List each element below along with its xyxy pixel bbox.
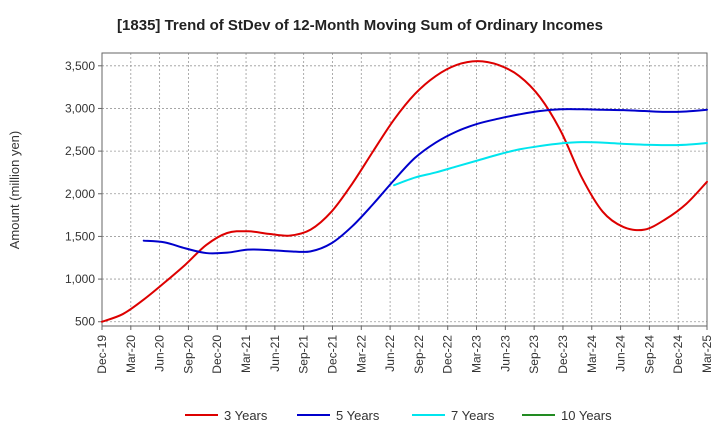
x-tick-label: Sep-21 xyxy=(297,335,311,374)
x-tick-label: Mar-21 xyxy=(239,335,253,373)
x-tick-label: Jun-22 xyxy=(383,335,397,372)
series-line-3-years xyxy=(101,60,708,323)
y-tick-label: 2,500 xyxy=(65,144,95,158)
chart-title: [1835] Trend of StDev of 12-Month Moving… xyxy=(117,17,603,34)
y-tick-label: 500 xyxy=(75,315,95,329)
x-tick-label: Jun-20 xyxy=(153,335,167,372)
x-axis-ticks: Dec-19 Mar-20 Jun-20 Sep-20 Dec-20 Mar-21 Jun-… xyxy=(95,326,714,374)
x-tick-label: Jun-21 xyxy=(268,335,282,372)
plot-area-frame xyxy=(101,52,708,327)
y-tick-label: 1,500 xyxy=(65,229,95,243)
x-tick-label: Mar-25 xyxy=(700,335,714,373)
series-line-5-years xyxy=(142,108,708,255)
x-tick-label: Jun-23 xyxy=(498,335,512,372)
legend: 3 Years 5 Years 7 Years 10 Years xyxy=(185,408,612,423)
x-tick-label: Mar-22 xyxy=(354,335,368,373)
x-tick-label: Dec-19 xyxy=(95,335,109,374)
legend-label-10-years: 10 Years xyxy=(561,408,612,423)
legend-label-3-years: 3 Years xyxy=(224,408,268,423)
x-tick-label: Sep-22 xyxy=(412,335,426,374)
y-tick-label: 2,000 xyxy=(65,187,95,201)
legend-label-5-years: 5 Years xyxy=(336,408,380,423)
x-tick-label: Dec-23 xyxy=(556,335,570,374)
y-tick-label: 1,000 xyxy=(65,272,95,286)
y-tick-label: 3,500 xyxy=(65,59,95,73)
y-axis-label: Amount (million yen) xyxy=(7,131,22,250)
x-tick-label: Sep-20 xyxy=(181,335,195,374)
series-lines xyxy=(101,60,708,323)
x-tick-label: Mar-24 xyxy=(585,335,599,373)
grid-lines xyxy=(102,53,707,326)
x-tick-label: Jun-24 xyxy=(614,335,628,372)
x-tick-label: Mar-20 xyxy=(124,335,138,373)
y-axis-ticks: 500 1,000 1,500 2,000 2,500 3,000 3,500 xyxy=(65,59,102,329)
x-tick-label: Sep-23 xyxy=(527,335,541,374)
x-tick-label: Dec-21 xyxy=(325,335,339,374)
y-tick-label: 3,000 xyxy=(65,101,95,115)
x-tick-label: Sep-24 xyxy=(642,335,656,374)
x-tick-label: Dec-24 xyxy=(671,335,685,374)
series-line-7-years xyxy=(393,141,708,187)
legend-label-7-years: 7 Years xyxy=(451,408,495,423)
x-tick-label: Dec-22 xyxy=(441,335,455,374)
x-tick-label: Dec-20 xyxy=(210,335,224,374)
x-tick-label: Mar-23 xyxy=(470,335,484,373)
